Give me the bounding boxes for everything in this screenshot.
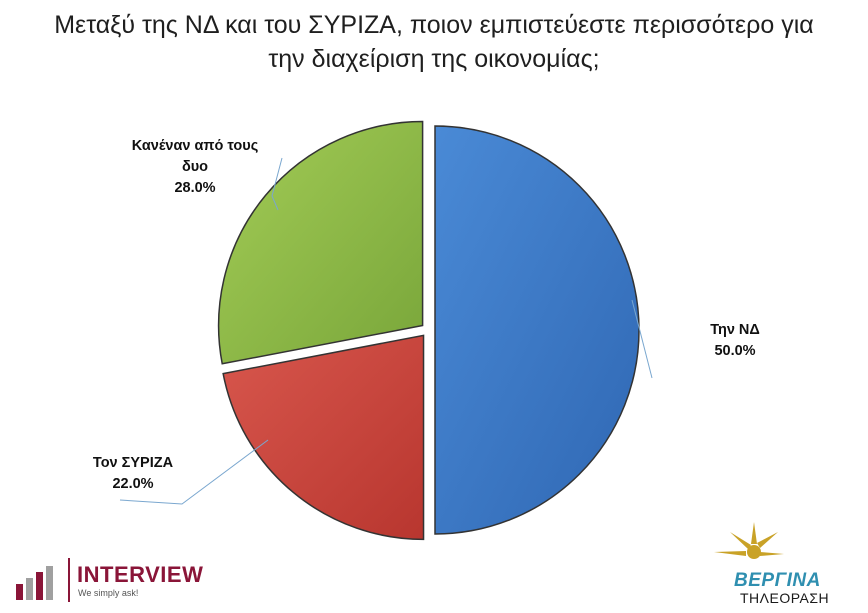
- interview-logo: INTERVIEW We simply ask!: [14, 556, 234, 604]
- slice-label-none: Κανέναν από τους δυο 28.0%: [118, 136, 272, 199]
- slice-label-syriza-name: Τον ΣΥΡΙΖΑ: [92, 455, 174, 471]
- slice-label-nd-name: Την ΝΔ: [710, 322, 760, 338]
- interview-logo-divider: [68, 558, 70, 602]
- pie-slice-nd: [434, 125, 640, 535]
- interview-logo-name: INTERVIEW: [77, 562, 204, 587]
- vergina-logo: ΒΕΡΓΙΝΑ ΤΗΛΕΟΡΑΣΗ: [700, 518, 864, 610]
- slice-label-syriza: Τον ΣΥΡΙΖΑ 22.0%: [78, 453, 188, 495]
- chart-title: Μεταξύ της ΝΔ και του ΣΥΡΙΖΑ, ποιον εμπι…: [0, 8, 868, 76]
- chart-title-line-2: την διαχείριση της οικονομίας;: [268, 45, 600, 73]
- interview-logo-tagline: We simply ask!: [78, 588, 139, 598]
- slice-label-none-name-2: δυο: [181, 159, 209, 175]
- interview-bars-icon: [16, 566, 53, 600]
- slice-label-nd-value: 50.0%: [714, 343, 756, 359]
- leader-line-syriza: [119, 439, 269, 505]
- leader-line-none: [271, 157, 283, 211]
- slice-label-none-value: 28.0%: [174, 180, 216, 196]
- slice-label-syriza-value: 22.0%: [112, 476, 154, 492]
- vergina-logo-name: ΒΕΡΓΙΝΑ: [734, 570, 821, 591]
- pie-slice-syriza: [222, 334, 425, 541]
- chart-title-line-1: Μεταξύ της ΝΔ και του ΣΥΡΙΖΑ, ποιον εμπι…: [54, 11, 814, 39]
- slice-label-nd: Την ΝΔ 50.0%: [690, 320, 780, 362]
- vergina-logo-subtitle: ΤΗΛΕΟΡΑΣΗ: [740, 590, 830, 606]
- leader-line-nd: [631, 299, 653, 379]
- slice-label-none-name-1: Κανέναν από τους: [131, 138, 259, 154]
- pie-slice-none: [217, 120, 424, 365]
- vergina-sun-icon: [714, 522, 784, 559]
